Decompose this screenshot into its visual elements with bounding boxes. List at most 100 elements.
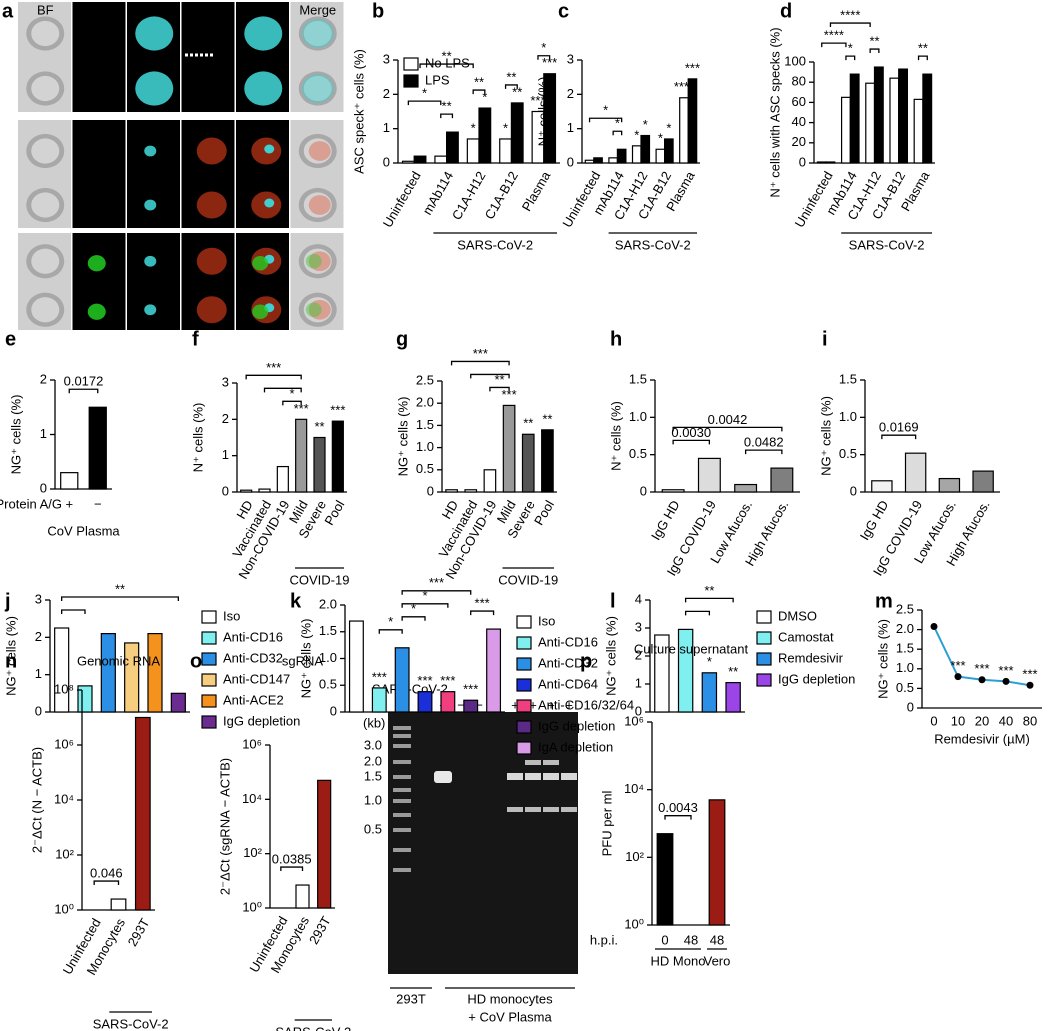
legend-swatch <box>516 741 532 755</box>
bracket <box>401 616 426 621</box>
significance: * <box>482 90 487 105</box>
bracket-label: *** <box>475 596 490 611</box>
y-tick-label: 2 <box>40 371 47 386</box>
bracket-label: 0.0482 <box>744 435 784 450</box>
gel-image <box>388 712 578 974</box>
image-tile <box>72 2 126 112</box>
bar <box>295 418 308 493</box>
bracket <box>829 22 871 28</box>
chart-title: Culture supernatant <box>634 641 749 656</box>
y-tick-label: 10⁴ <box>242 791 262 806</box>
bracket-label: ** <box>869 33 879 48</box>
legend-label: Remdesivir <box>778 650 844 665</box>
y-tick-label: 0 <box>850 483 857 498</box>
significance: * <box>666 120 671 135</box>
y-tick-label: 1.0 <box>319 650 337 665</box>
bar <box>725 681 741 713</box>
row-label: h.p.i. <box>590 932 618 947</box>
bracket-label: *** <box>266 360 281 375</box>
ladder-band <box>393 828 411 832</box>
cell-signal <box>87 303 106 320</box>
bracket-label: 0.046 <box>90 865 123 880</box>
bar <box>541 429 554 493</box>
significance: *** <box>372 669 387 684</box>
panel-letter: l <box>610 590 616 612</box>
bracket-label: 0.0169 <box>879 420 919 435</box>
y-tick-label: 1.0 <box>896 660 914 675</box>
y-axis-label: 2⁻ΔCt (N − ACTB) <box>29 747 44 853</box>
bracket-label: ** <box>506 69 516 84</box>
bar <box>317 779 332 909</box>
bar <box>88 406 107 490</box>
bracket-label: *** <box>473 346 488 361</box>
bar <box>922 73 933 164</box>
bracket-label: 0.0042 <box>708 412 748 427</box>
bar <box>499 138 512 164</box>
bar <box>770 467 794 493</box>
cell-signal <box>303 192 332 218</box>
cell-signal <box>303 20 332 47</box>
y-tick-label: 10⁰ <box>624 916 644 931</box>
bracket <box>280 866 304 872</box>
bar <box>697 457 721 493</box>
y-tick-label: 1 <box>635 675 642 690</box>
channel-label: NG <box>90 2 110 17</box>
bracket-label: * <box>422 86 427 101</box>
y-axis-label: NG⁺ cells (%) <box>875 619 890 699</box>
bar <box>521 433 535 493</box>
y-axis-label: NG⁺ cells (%) <box>395 397 410 477</box>
bracket <box>68 388 99 394</box>
bracket <box>684 597 734 603</box>
y-tick-label: 3 <box>35 591 42 606</box>
y-axis-label: 2⁻ΔCt (sgRNA − ACTB) <box>217 758 232 895</box>
bracket <box>401 590 472 595</box>
significance: * <box>643 117 648 132</box>
bracket <box>744 449 783 455</box>
y-tick-label: 0.5 <box>839 446 857 461</box>
group-label: CoV Plasma <box>47 523 120 538</box>
bar <box>873 66 884 164</box>
significance: * <box>471 120 476 135</box>
bar <box>394 647 410 713</box>
significance: * <box>707 654 712 669</box>
y-tick-label: 1.5 <box>629 371 647 386</box>
bar <box>593 157 603 164</box>
y-tick-label: 1.5 <box>416 417 434 432</box>
significance: *** <box>330 403 345 418</box>
legend-swatch <box>756 673 772 687</box>
bar <box>295 884 310 909</box>
bar <box>276 465 289 493</box>
gel-group-label: + CoV Plasma <box>468 1009 552 1024</box>
y-axis-label: PFU per ml <box>599 791 614 857</box>
legend-swatch <box>201 631 217 645</box>
y-tick-label: 1.0 <box>839 409 857 424</box>
bar <box>889 77 900 164</box>
cell-signal <box>31 248 60 274</box>
legend-label: Anti-CD147 <box>223 671 290 686</box>
ladder-band <box>393 788 411 792</box>
cell-signal <box>305 254 322 269</box>
y-axis-label: NG⁺ cells (%) <box>298 619 313 699</box>
panel-letter: i <box>822 328 828 350</box>
panel-letter: k <box>290 590 302 612</box>
y-tick-label: 4 <box>635 591 642 606</box>
x-tick-label: Pool <box>321 498 347 528</box>
x-tick-label: 48 <box>684 932 698 947</box>
legend-swatch <box>201 715 217 729</box>
significance: *** <box>294 401 309 416</box>
significance: *** <box>974 661 989 676</box>
y-tick-label: 2 <box>35 629 42 644</box>
bracket <box>881 434 917 440</box>
bracket-label: ** <box>704 583 714 598</box>
bar <box>100 632 116 713</box>
cell-signal <box>301 74 334 103</box>
y-tick-label: 1.5 <box>319 623 337 638</box>
row-label: Protein A/G <box>0 496 62 511</box>
legend-label: Anti-CD64 <box>538 676 598 691</box>
cell-signal <box>135 16 174 51</box>
y-tick-label: 1.0 <box>416 439 434 454</box>
panel-letter: e <box>5 328 16 350</box>
y-axis-label: ASC speck⁺ cells (%) <box>351 49 366 174</box>
bar <box>871 480 893 493</box>
y-tick-label: 2 <box>635 647 642 662</box>
